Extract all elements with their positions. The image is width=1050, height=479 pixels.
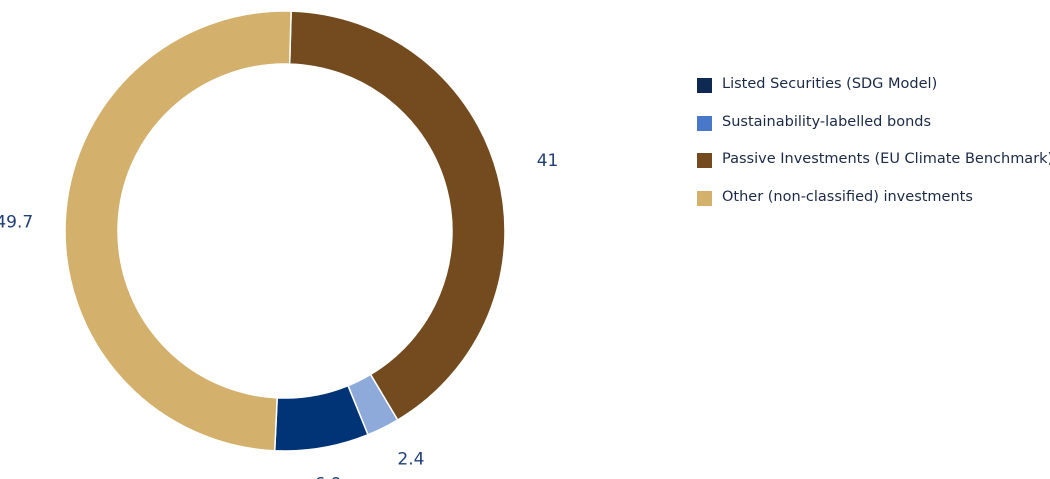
legend-item-passive-investments[interactable]: Passive Investments (EU Climate Benchmar… [697,149,1050,187]
legend-label-sustainability-bonds: Sustainability-labelled bonds [722,113,932,130]
legend-label-passive-investments: Passive Investments (EU Climate Benchmar… [722,151,1050,167]
slice-labels: 41 2.4 6.9 49.7 [0,151,558,479]
legend-swatch-passive-investments [697,153,712,168]
legend-swatch-listed-securities [697,78,712,93]
slice-value-label-other-non-classified-investments: 49.7 [0,213,33,233]
slice-value-label-passive-investments-eu-climate-benchmark: 41 [537,151,559,171]
legend-item-sustainability-bonds[interactable]: Sustainability-labelled bonds [697,112,1047,150]
legend-label-other-investments: Other (non-classified) investments [722,188,973,205]
legend-swatch-sustainability-bonds [697,115,712,131]
slice-other-non-classified-investments[interactable] [64,10,292,452]
legend-label-listed-securities: Listed Securities (SDG Model) [722,76,938,92]
donut-slices [64,10,506,452]
slice-passive-investments-eu-climate-benchmark[interactable] [288,10,506,422]
slice-value-label-listed-securities-sdg-model: 6.9 [314,474,341,479]
legend-swatch-other-investments [697,190,712,206]
slice-value-label-sustainability-labelled-bonds: 2.4 [397,450,424,470]
legend: Listed Securities (SDG Model) Sustainabi… [697,74,1050,225]
legend-item-listed-securities[interactable]: Listed Securities (SDG Model) [697,74,1047,112]
legend-item-other-investments[interactable]: Other (non-classified) investments [697,187,1047,225]
